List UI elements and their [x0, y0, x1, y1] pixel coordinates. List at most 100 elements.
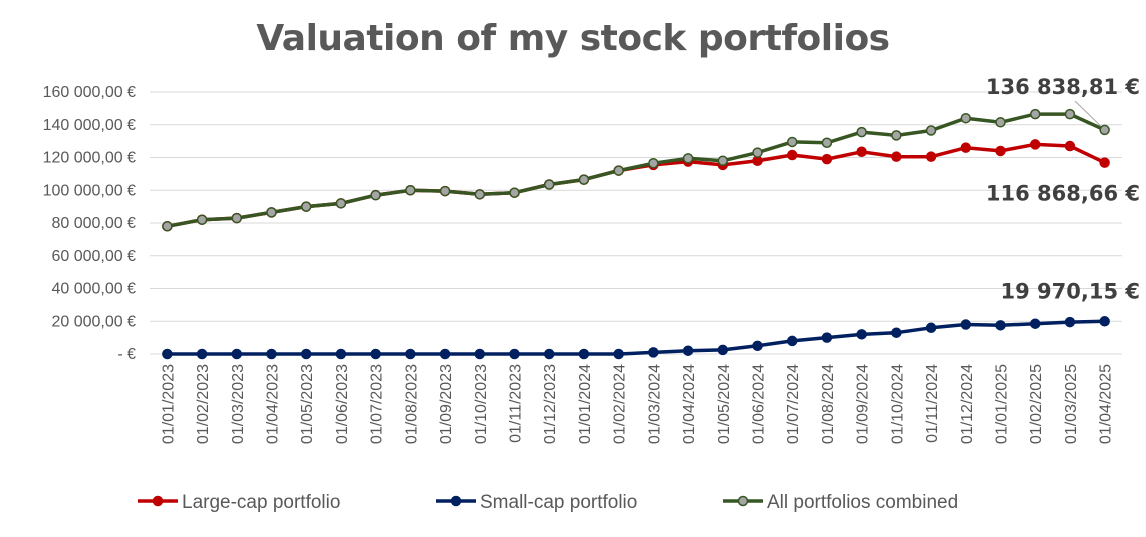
combined-label-leader	[1074, 100, 1101, 127]
data-point	[1099, 157, 1110, 168]
data-point	[925, 322, 937, 334]
data-point	[1029, 139, 1041, 150]
y-tick-label: 140 000,00 €	[43, 117, 137, 134]
y-tick-label: - €	[117, 346, 136, 363]
data-point	[891, 151, 902, 162]
data-point	[856, 126, 867, 138]
x-tick-label: 01/04/2023	[265, 364, 282, 444]
chart-title: Valuation of my stock portfolios	[256, 18, 890, 59]
data-point	[821, 153, 833, 165]
data-label-small-last: 19 970,15 €	[1001, 279, 1141, 303]
data-point	[960, 112, 972, 124]
legend-marker	[737, 495, 749, 507]
x-axis-ticks: 01/01/2023 01/02/2023 01/03/2023 01/04/2023…	[160, 364, 1114, 444]
data-point	[543, 179, 555, 190]
data-point	[196, 348, 208, 360]
data-point	[578, 174, 590, 185]
gridlines	[150, 91, 1122, 355]
data-point	[1029, 108, 1041, 120]
data-point	[821, 137, 833, 149]
x-tick-label: 01/04/2025	[1098, 364, 1115, 444]
x-tick-label: 01/12/2023	[542, 364, 559, 444]
y-tick-label: 40 000,00 €	[51, 281, 136, 298]
data-point	[474, 348, 486, 360]
x-tick-label: 01/05/2024	[716, 364, 733, 444]
series-all-portfolios-combined	[162, 108, 1110, 232]
series-large-cap-portfolio	[162, 139, 1110, 232]
data-point	[717, 344, 729, 356]
x-tick-label: 01/10/2023	[473, 364, 490, 444]
x-tick-label: 01/08/2023	[403, 364, 420, 444]
data-point	[856, 146, 867, 158]
data-point	[1029, 318, 1041, 329]
data-point	[821, 332, 833, 343]
x-tick-label: 01/03/2023	[230, 364, 247, 444]
data-point	[300, 348, 312, 360]
data-point	[1064, 140, 1076, 152]
data-point	[370, 189, 381, 201]
x-tick-label: 01/02/2023	[195, 364, 212, 444]
y-tick-label: 20 000,00 €	[51, 313, 136, 330]
data-point	[1064, 108, 1076, 120]
data-point	[648, 347, 659, 358]
data-point	[231, 348, 243, 360]
y-tick-label: 120 000,00 €	[43, 150, 137, 167]
x-tick-label: 01/09/2024	[855, 364, 872, 444]
data-point	[648, 157, 659, 169]
x-tick-label: 01/03/2024	[646, 364, 663, 444]
data-point	[856, 329, 867, 340]
data-point	[925, 151, 937, 162]
data-point	[995, 320, 1006, 331]
data-point	[474, 189, 486, 200]
legend-label: Small-cap portfolio	[480, 492, 637, 513]
data-point	[786, 335, 798, 347]
data-point	[717, 155, 729, 167]
data-point	[231, 212, 243, 224]
series-line	[167, 112, 1106, 229]
data-point	[300, 201, 312, 212]
data-labels: 136 838,81 € 116 868,66 € 19 970,15 €	[986, 75, 1140, 303]
data-point	[960, 142, 972, 153]
x-tick-label: 01/01/2024	[577, 364, 594, 444]
data-point	[196, 214, 208, 225]
x-tick-label: 01/07/2023	[369, 364, 386, 444]
legend-marker	[152, 495, 164, 507]
data-point	[752, 340, 763, 352]
y-tick-label: 100 000,00 €	[43, 182, 137, 199]
data-point	[786, 149, 798, 161]
x-tick-label: 01/11/2024	[924, 364, 941, 443]
series-lines	[162, 108, 1110, 360]
y-axis-ticks: - € 20 000,00 € 40 000,00 € 60 000,00 € 80 0…	[43, 84, 137, 363]
legend-marker	[450, 495, 462, 507]
x-tick-label: 01/06/2023	[334, 364, 351, 444]
x-tick-label: 01/06/2024	[751, 364, 768, 444]
x-tick-label: 01/07/2024	[785, 364, 802, 444]
data-point	[405, 348, 416, 360]
x-tick-label: 01/02/2024	[612, 364, 629, 444]
legend-item-small-cap-portfolio: Small-cap portfolio	[436, 492, 637, 513]
data-point	[439, 348, 451, 360]
legend-label: Large-cap portfolio	[182, 492, 340, 513]
data-point	[1064, 316, 1076, 328]
data-point	[1099, 124, 1110, 136]
y-tick-label: 160 000,00 €	[43, 84, 137, 101]
legend: Large-cap portfolio Small-cap portfolio Al…	[138, 492, 958, 513]
data-point	[405, 185, 416, 196]
x-tick-label: 01/03/2025	[1063, 364, 1080, 444]
data-point	[266, 207, 277, 218]
data-point	[995, 117, 1006, 128]
data-point	[335, 348, 347, 360]
data-point	[960, 319, 972, 330]
y-tick-label: 80 000,00 €	[51, 215, 136, 232]
series-line	[167, 142, 1106, 229]
x-tick-label: 01/01/2023	[160, 364, 177, 444]
data-point	[162, 221, 173, 232]
data-point	[578, 348, 590, 360]
legend-item-all-portfolios-combined: All portfolios combined	[723, 492, 958, 513]
legend-label: All portfolios combined	[767, 492, 958, 513]
data-point	[509, 348, 520, 360]
x-tick-label: 01/05/2023	[299, 364, 316, 444]
data-point	[439, 185, 451, 197]
data-point	[162, 348, 173, 360]
